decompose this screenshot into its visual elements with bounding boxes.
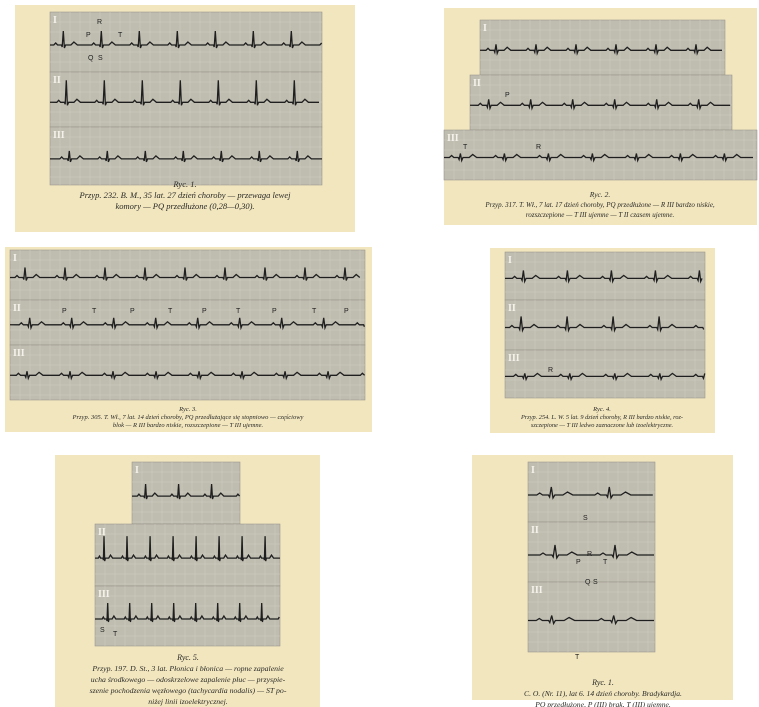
- wave-label: T: [118, 32, 123, 39]
- figure-caption: szczepione — T III ledwo zaznaczone lub …: [531, 422, 673, 429]
- figure-label: Ryc. 4.: [592, 406, 611, 413]
- wave-label: R: [536, 144, 541, 151]
- wave-label: P: [86, 32, 91, 39]
- figure-caption: Przyp. 317. T. Wł., 7 lat. 17 dzień chor…: [484, 201, 715, 209]
- lead-label: I: [135, 465, 139, 476]
- lead-label: I: [53, 15, 57, 26]
- wave-label: S: [100, 627, 105, 634]
- wave-label: P: [505, 92, 510, 99]
- lead-label: III: [53, 130, 65, 141]
- wave-label: R: [548, 367, 553, 374]
- lead-label: II: [531, 525, 539, 536]
- wave-label: R: [97, 19, 102, 26]
- figure-label: Ryc. 2.: [589, 190, 611, 199]
- wave-label: T: [603, 559, 608, 566]
- lead-label: I: [13, 253, 17, 264]
- wave-label: P: [576, 559, 581, 566]
- figure-label: Ryc. 5.: [176, 653, 199, 662]
- ecg-strip: [10, 250, 365, 300]
- lead-label: II: [53, 75, 61, 86]
- ecg-strip: [470, 75, 732, 130]
- ecg-strip: [132, 462, 240, 524]
- wave-label: P: [202, 308, 207, 315]
- figure-caption: rozszczepione — T III ujemne — T II czas…: [526, 211, 675, 219]
- ecg-strip: [480, 20, 725, 75]
- document: IIIIIIPRTQSRyc. 1.Przyp. 232. B. M., 35 …: [0, 0, 759, 707]
- lead-label: I: [483, 23, 487, 34]
- figure-label: Ryc. 1.: [591, 678, 614, 687]
- wave-label: P: [272, 308, 277, 315]
- ecg-strip: [95, 524, 280, 586]
- figure-caption: PQ przedłużone, P (III) brak, T (III) uj…: [534, 700, 671, 707]
- figure-label: Ryc. 1.: [172, 179, 196, 189]
- wave-label: S: [98, 55, 103, 62]
- wave-label: T: [113, 631, 118, 638]
- lead-label: II: [98, 527, 106, 538]
- lead-label: I: [531, 465, 535, 476]
- wave-label: P: [62, 308, 67, 315]
- figure-caption: C. O. (Nr. 11), lat 6. 14 dzień choroby.…: [524, 689, 682, 698]
- lead-label: III: [447, 133, 459, 144]
- ecg-strip: [50, 127, 322, 185]
- lead-label: III: [13, 348, 25, 359]
- wave-label: Q: [88, 55, 94, 62]
- wave-label: T: [312, 308, 317, 315]
- ecg-strip: [10, 345, 365, 400]
- lead-label: II: [508, 303, 516, 314]
- figure-caption: ucha środkowego — odoskrzelowe zapalenie…: [91, 675, 286, 684]
- figure-caption: szenie pochodzenia węzłowego (tachycardi…: [90, 686, 287, 695]
- figure-caption: blok — R III bardzo niskie, rozszczepion…: [113, 422, 264, 429]
- wave-label: Q: [585, 579, 591, 586]
- wave-label: T: [236, 308, 241, 315]
- figure-caption: niżej linii izoelektrycznej.: [148, 697, 228, 706]
- figure-caption: Przyp. 254. L. W. 5 lat. 9 dzień choroby…: [520, 414, 683, 421]
- lead-label: II: [13, 303, 21, 314]
- ecg-strip: [528, 582, 655, 652]
- figure-caption: Przyp. 305. T. Wł., 7 lat. 14 dzień chor…: [72, 414, 304, 421]
- figure-caption: Przyp. 232. B. M., 35 lat. 27 dzień chor…: [79, 190, 292, 200]
- page: IIIIIIPRTQSRyc. 1.Przyp. 232. B. M., 35 …: [0, 0, 759, 707]
- figure-caption: Przyp. 197. D. St., 3 lat. Płonica i bło…: [91, 664, 284, 673]
- wave-label: T: [575, 654, 580, 661]
- lead-label: II: [473, 78, 481, 89]
- ecg-strip: [444, 130, 757, 180]
- wave-label: T: [92, 308, 97, 315]
- wave-label: T: [463, 144, 468, 151]
- wave-label: T: [168, 308, 173, 315]
- lead-label: III: [531, 585, 543, 596]
- lead-label: I: [508, 255, 512, 266]
- wave-label: S: [593, 579, 598, 586]
- wave-label: S: [583, 515, 588, 522]
- wave-label: P: [130, 308, 135, 315]
- ecg-strip: [50, 72, 322, 127]
- figure-label: Ryc. 3.: [178, 406, 197, 413]
- wave-label: P: [344, 308, 349, 315]
- figure-caption: komory — PQ przedłużone (0,28—0,30).: [115, 201, 254, 211]
- lead-label: III: [98, 589, 110, 600]
- lead-label: III: [508, 353, 520, 364]
- wave-label: R: [587, 551, 592, 558]
